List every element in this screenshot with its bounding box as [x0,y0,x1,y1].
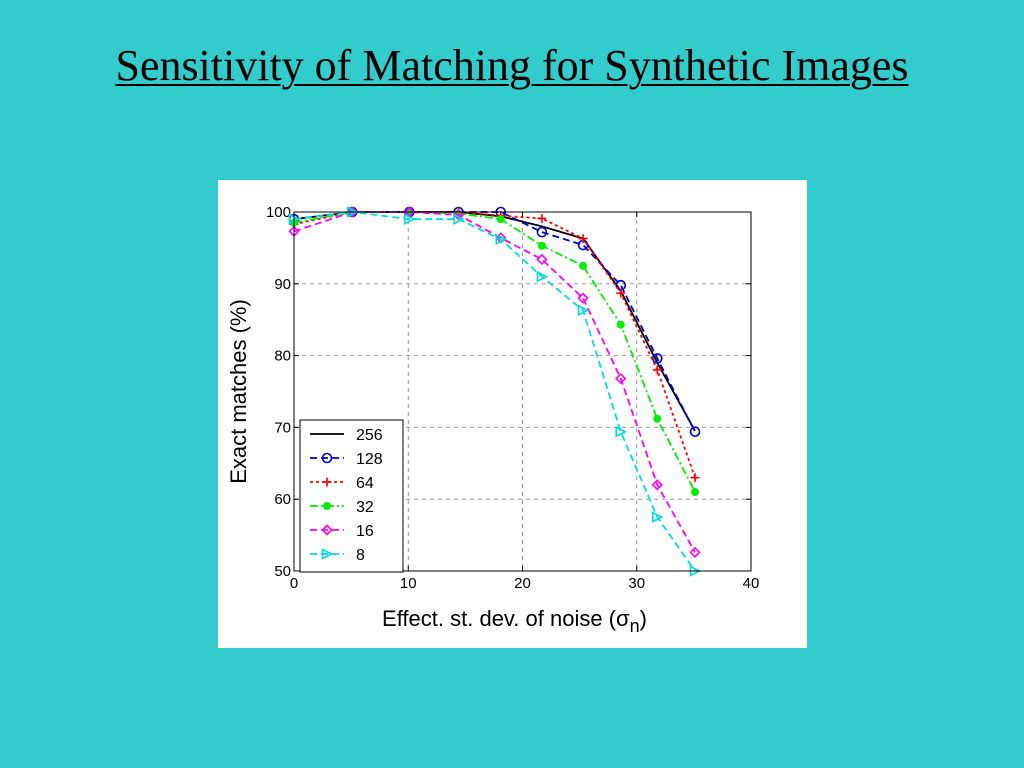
data-point [404,213,416,225]
y-tick-label: 80 [274,348,291,365]
y-tick-label: 50 [274,563,291,580]
y-tick-label: 70 [274,419,291,436]
data-point [579,261,588,270]
x-axis-label-subscript: n [630,616,640,636]
y-tick-label: 100 [266,204,291,221]
x-tick-label: 0 [290,575,298,592]
legend-label: 128 [356,451,383,468]
x-tick-label: 40 [743,575,760,592]
legend-label: 16 [356,523,374,540]
legend-item-128: 128 [310,451,383,468]
x-axis-label-sigma: σ [616,606,630,631]
data-point [690,473,700,483]
data-point [537,213,547,223]
x-axis-label: Effect. st. dev. of noise (σn) [382,606,647,636]
slide-title: Sensitivity of Matching for Synthetic Im… [115,41,909,90]
series-line-256 [293,211,696,432]
legend: 256 128 64 32 16 8 [299,419,404,573]
data-point [615,425,628,438]
legend-label: 8 [356,547,365,564]
x-axis-label-text: Effect. st. dev. of noise ( [382,606,617,631]
data-point [537,241,546,250]
line-chart: 0 10 20 30 40 50 60 70 80 90 100 256 128 64 32 16 8 Exa… [226,204,759,636]
x-axis-label-close: ) [640,606,647,631]
legend-box [299,419,404,573]
y-axis-label: Exact matches (%) [226,299,251,484]
legend-marker [321,452,333,464]
chart-figure: 0 10 20 30 40 50 60 70 80 90 100 256 128 64 32 16 8 Exa… [218,180,807,648]
data-point [577,304,590,317]
legend-item-32: 32 [310,499,374,516]
data-point [536,253,548,266]
data-point [689,546,701,558]
y-tick-label: 90 [274,276,291,293]
series-line-128 [293,211,696,433]
legend-label: 64 [356,475,374,492]
data-point [536,270,549,283]
legend-label: 32 [356,499,374,516]
legend-marker [322,477,332,487]
data-point [453,213,465,225]
series-line-64 [293,211,696,478]
axis-ticks: 0 10 20 30 40 50 60 70 80 90 100 [266,204,759,592]
legend-marker [321,548,334,560]
data-point [652,511,664,523]
legend-label: 256 [356,427,383,444]
data-point [691,488,700,497]
data-point [689,426,701,438]
series-256 [293,211,696,432]
data-point [615,372,627,385]
data-point [577,292,589,304]
x-tick-label: 30 [628,575,645,592]
data-point [652,365,662,375]
legend-item-64: 64 [310,475,374,492]
plot-frame [293,211,752,572]
data-point [536,226,548,238]
data-point [651,479,663,491]
legend-marker [323,502,331,510]
legend-item-8: 8 [310,547,365,564]
legend-item-16: 16 [310,523,374,540]
grid-lines [294,212,751,571]
x-tick-label: 10 [400,575,417,592]
data-point [495,233,508,246]
data-point [578,234,588,244]
data-point [653,414,662,423]
data-point [616,320,625,329]
series-128 [288,206,701,438]
x-tick-label: 20 [514,575,531,592]
y-tick-label: 60 [274,491,291,508]
legend-marker [321,524,333,536]
legend-item-256: 256 [310,427,383,444]
data-point [616,288,626,298]
data-point [496,215,505,224]
